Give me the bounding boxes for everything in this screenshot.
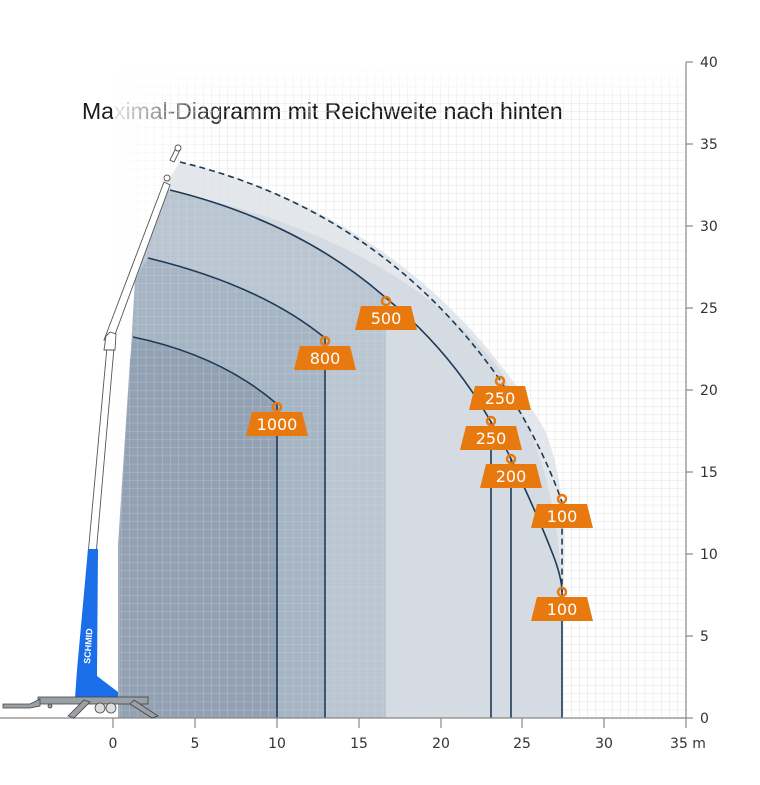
y-tick-label: 30 bbox=[700, 219, 718, 235]
svg-text:1000: 1000 bbox=[257, 415, 298, 434]
svg-text:800: 800 bbox=[310, 349, 341, 368]
axes bbox=[0, 61, 693, 728]
weight-badges: 1000 800 500 250 250 200 bbox=[246, 295, 593, 621]
crane-mast bbox=[75, 549, 118, 698]
load-curves bbox=[132, 161, 563, 718]
svg-text:100: 100 bbox=[547, 507, 578, 526]
weight-badge-800: 800 bbox=[294, 335, 356, 370]
weight-badge-100: 100 bbox=[531, 586, 593, 621]
y-tick-labels: 40 35 30 25 20 15 10 5 0 bbox=[700, 55, 718, 727]
y-tick-label: 0 bbox=[700, 711, 709, 727]
x-tick-label: 20 bbox=[432, 736, 450, 752]
y-tick-label: 35 bbox=[700, 137, 718, 153]
curve-100 bbox=[510, 458, 563, 718]
weight-badge-250-jib: 250 bbox=[469, 375, 531, 410]
y-tick-label: 10 bbox=[700, 547, 718, 563]
svg-text:250: 250 bbox=[476, 429, 507, 448]
svg-text:250: 250 bbox=[485, 389, 516, 408]
curve-1000 bbox=[132, 336, 278, 718]
reach-zones bbox=[118, 162, 565, 718]
x-tick-label: 25 bbox=[513, 736, 531, 752]
weight-badge-100-jib: 100 bbox=[531, 493, 593, 528]
svg-text:500: 500 bbox=[371, 309, 402, 328]
crane-illustration: SCHMID bbox=[2, 144, 182, 719]
crane-base bbox=[2, 696, 159, 719]
x-tick-label: 0 bbox=[109, 736, 118, 752]
x-tick-label: 5 bbox=[191, 736, 200, 752]
x-tick-label: 15 bbox=[350, 736, 368, 752]
y-tick-label: 15 bbox=[700, 465, 718, 481]
weight-badge-250: 250 bbox=[460, 415, 522, 450]
x-tick-label: 35 m bbox=[670, 736, 706, 752]
weight-badge-200: 200 bbox=[480, 453, 542, 488]
y-tick-label: 25 bbox=[700, 301, 718, 317]
x-tick-label: 10 bbox=[268, 736, 286, 752]
x-tick-labels: 0 5 10 15 20 25 30 35 m bbox=[109, 736, 706, 752]
svg-text:200: 200 bbox=[496, 467, 527, 486]
y-tick-label: 40 bbox=[700, 55, 718, 71]
svg-text:100: 100 bbox=[547, 600, 578, 619]
y-tick-label: 5 bbox=[700, 629, 709, 645]
crane-boom bbox=[87, 144, 182, 556]
y-ticks bbox=[686, 61, 693, 719]
x-ticks bbox=[112, 718, 687, 728]
weight-badge-500: 500 bbox=[355, 295, 417, 330]
curve-800 bbox=[147, 257, 326, 718]
x-tick-label: 30 bbox=[595, 736, 613, 752]
curve-jib-dashed bbox=[179, 161, 563, 592]
y-tick-label: 20 bbox=[700, 383, 718, 399]
weight-badge-1000: 1000 bbox=[246, 401, 308, 436]
crane-brand: SCHMID bbox=[82, 628, 94, 665]
